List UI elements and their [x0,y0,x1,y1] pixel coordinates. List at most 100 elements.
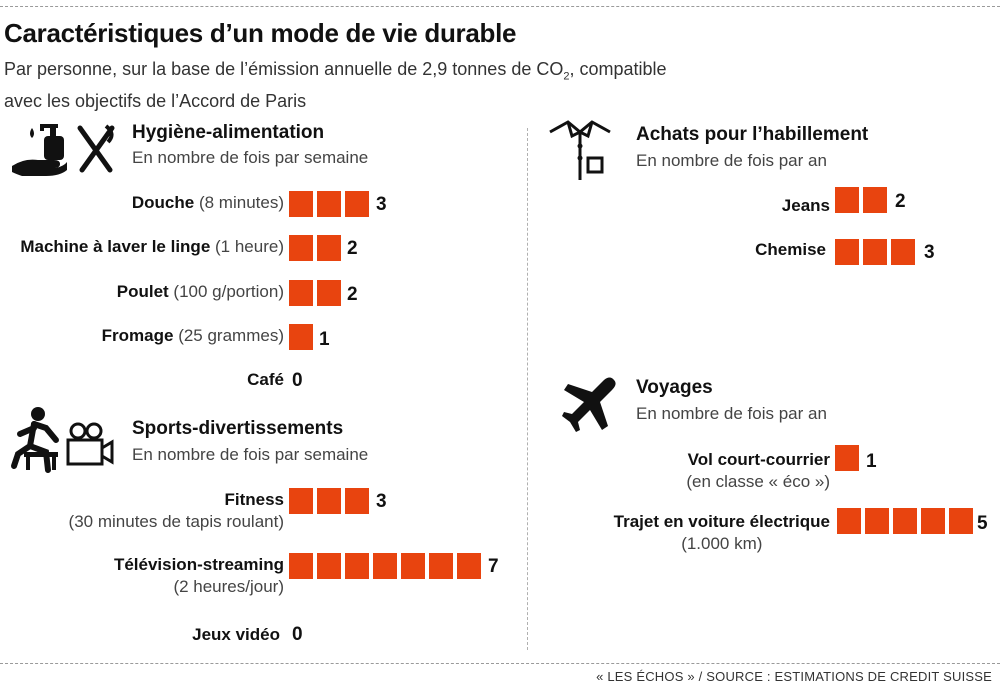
section-subtitle-voyages: En nombre de fois par an [636,404,827,423]
bar-vol [835,445,863,471]
label-television: Télévision-streaming (2 heures/jour) [114,554,284,598]
label-vol-main: Vol court-courrier [687,450,830,469]
hand-soap-icon [12,124,67,176]
label-fromage-main: Fromage [101,326,174,345]
label-cafe-main: Café [247,370,284,389]
bar-douche-block-1 [289,191,313,217]
label-jeux-video-main: Jeux vidéo [192,625,280,644]
bar-television-block-1 [289,553,313,579]
value-jeux-video: 0 [292,624,303,645]
section-title-hygiene: Hygiène-alimentation [132,122,325,143]
label-jeans: Jeans [782,195,830,217]
bar-douche-block-2 [317,191,341,217]
label-television-sub: (2 heures/jour) [173,577,284,596]
section-subtitle-hygiene: En nombre de fois par semaine [132,148,369,167]
label-chemise-main: Chemise [755,240,826,259]
label-poulet-main: Poulet [116,282,169,301]
bar-vol-block-1 [835,445,859,471]
subtitle-line1: Par personne, sur la base de l’émission … [4,59,564,79]
label-vol: Vol court-courrier (en classe « éco ») [686,449,830,493]
bar-fitness-block-2 [317,488,341,514]
bar-television-block-2 [317,553,341,579]
subtitle-subscript: 2 [563,70,570,83]
top-divider [0,6,1000,7]
label-douche: Douche (8 minutes) [132,192,284,214]
value-douche: 3 [376,194,387,215]
runner-icon [11,407,59,473]
bar-television-block-4 [373,553,397,579]
bar-television-block-5 [401,553,425,579]
label-fromage: Fromage (25 grammes) [102,325,284,347]
section-title-voyages: Voyages [636,377,713,398]
label-vol-sub: (en classe « éco ») [686,472,830,491]
bar-fitness [289,488,373,514]
bar-douche [289,191,373,217]
section-subtitle-habillement: En nombre de fois par an [636,151,827,170]
label-cafe: Café [247,369,284,391]
bar-television-block-6 [429,553,453,579]
value-poulet: 2 [347,284,358,305]
bar-fromage [289,324,317,350]
bar-chemise-block-1 [835,239,859,265]
bar-chemise-block-3 [891,239,915,265]
bar-fitness-block-1 [289,488,313,514]
bottom-divider [0,663,1000,664]
shirt-icon [549,120,611,180]
section-title-habillement: Achats pour l’habillement [636,124,869,145]
bar-voiture-block-1 [837,508,861,534]
bar-chemise [835,239,919,265]
label-fitness-sub: (30 minutes de tapis roulant) [68,512,284,531]
label-fromage-detail: (25 grammes) [178,326,284,345]
label-voiture-main: Trajet en voiture électrique [613,512,830,531]
value-voiture: 5 [977,513,988,534]
bar-fitness-block-3 [345,488,369,514]
label-douche-main: Douche [131,193,195,212]
bar-television [289,553,485,579]
cutlery-icon [77,124,115,173]
bar-voiture-block-4 [921,508,945,534]
section-subtitle-sports: En nombre de fois par semaine [132,445,369,464]
bar-television-block-7 [457,553,481,579]
bar-voiture-block-5 [949,508,973,534]
label-machine-main: Machine à laver le linge [20,237,211,256]
label-voiture-sub: (1.000 km) [681,534,763,553]
label-douche-detail: (8 minutes) [198,193,284,212]
label-poulet-detail: (100 g/portion) [173,282,284,301]
subtitle-line2: avec les objectifs de l’Accord de Paris [4,90,307,111]
label-fitness: Fitness (30 minutes de tapis roulant) [69,489,284,533]
airplane-icon [562,377,616,432]
bar-fromage-block-1 [289,324,313,350]
label-jeans-main: Jeans [781,196,830,215]
section-title-sports: Sports-divertissements [132,418,344,439]
bar-machine [289,235,345,261]
value-cafe: 0 [292,370,303,391]
subtitle-line1-end: , compatible [569,59,667,79]
value-vol: 1 [866,451,877,472]
bar-jeans [835,187,891,213]
source-credit: « LES ÉCHOS » / SOURCE : ESTIMATIONS DE … [596,669,992,684]
value-television: 7 [488,556,499,577]
bar-jeans-block-2 [863,187,887,213]
label-poulet: Poulet (100 g/portion) [117,281,284,303]
label-television-main: Télévision-streaming [113,555,284,574]
bar-chemise-block-2 [863,239,887,265]
label-voiture: Trajet en voiture électrique (1.000 km) [614,511,830,555]
bar-voiture-block-3 [893,508,917,534]
bar-poulet [289,280,345,306]
bar-voiture-block-2 [865,508,889,534]
value-fitness: 3 [376,491,387,512]
label-jeux-video: Jeux vidéo [192,624,280,646]
label-chemise: Chemise [755,239,826,261]
label-machine-detail: (1 heure) [215,237,284,256]
value-chemise: 3 [924,242,935,263]
value-jeans: 2 [895,191,906,212]
value-fromage: 1 [319,329,330,350]
bar-machine-block-2 [317,235,341,261]
value-machine: 2 [347,238,358,259]
bar-television-block-3 [345,553,369,579]
page-subtitle: Par personne, sur la base de l’émission … [4,57,667,113]
bar-poulet-block-1 [289,280,313,306]
bar-voiture [837,508,977,534]
column-divider [527,128,528,650]
bar-poulet-block-2 [317,280,341,306]
